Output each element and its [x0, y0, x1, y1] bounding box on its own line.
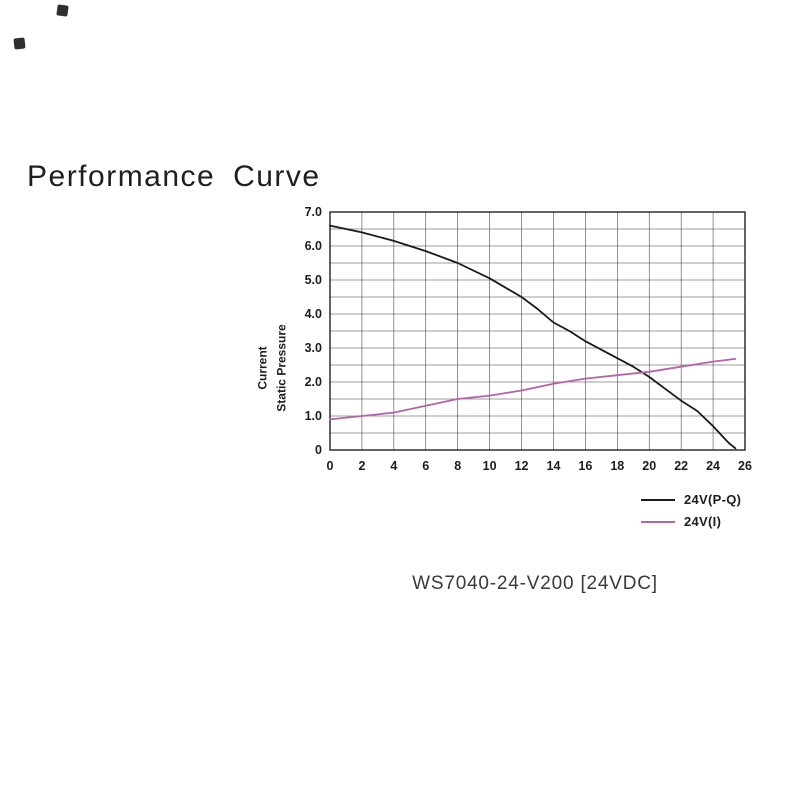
chart-legend: 24V(P-Q) 24V(I) [641, 492, 750, 529]
svg-text:2: 2 [358, 459, 365, 473]
legend-item: 24V(I) [641, 514, 750, 529]
svg-text:3.0: 3.0 [305, 341, 322, 355]
svg-text:0: 0 [315, 443, 322, 457]
y-axis-title: Current Static Pressure [253, 324, 290, 411]
scan-artifact-mark [13, 37, 26, 50]
svg-text:18: 18 [610, 459, 624, 473]
svg-text:4: 4 [390, 459, 397, 473]
svg-text:10: 10 [483, 459, 497, 473]
svg-text:8: 8 [454, 459, 461, 473]
legend-label: 24V(I) [684, 514, 722, 529]
svg-text:26: 26 [738, 459, 752, 473]
svg-text:14: 14 [547, 459, 561, 473]
legend-line-swatch [641, 498, 675, 501]
performance-chart: 0 2 4 6 8 10 12 14 16 18 20 22 24 2601.02.03.04.05.06… [305, 205, 752, 473]
svg-text:5.0: 5.0 [305, 273, 322, 287]
chart-area: 0 2 4 6 8 10 12 14 16 18 20 22 24 26 0 1.0 2.0 3.0 4.0 5.0 6… [294, 200, 764, 480]
svg-text:16: 16 [578, 459, 592, 473]
scan-artifact-mark [56, 4, 69, 17]
y-axis-title-line2: Static Pressure [274, 324, 288, 412]
svg-text:0: 0 [327, 459, 334, 473]
legend-item: 24V(P-Q) [641, 492, 750, 507]
model-caption: WS7040-24-V200 [24VDC] [412, 573, 658, 594]
svg-text:6: 6 [422, 459, 429, 473]
svg-text:1.0: 1.0 [305, 409, 322, 423]
svg-text:7.0: 7.0 [305, 205, 322, 219]
svg-text:20: 20 [642, 459, 656, 473]
svg-text:24: 24 [706, 459, 720, 473]
svg-text:22: 22 [674, 459, 688, 473]
legend-line-swatch [641, 520, 675, 523]
svg-text:6.0: 6.0 [305, 239, 322, 253]
svg-text:4.0: 4.0 [305, 307, 322, 321]
y-axis-title-line1: Current [255, 346, 270, 390]
legend-label: 24V(P-Q) [684, 492, 742, 507]
page-title: Performance Curve [27, 160, 321, 194]
svg-text:12: 12 [515, 459, 529, 473]
svg-text:2.0: 2.0 [305, 375, 322, 389]
